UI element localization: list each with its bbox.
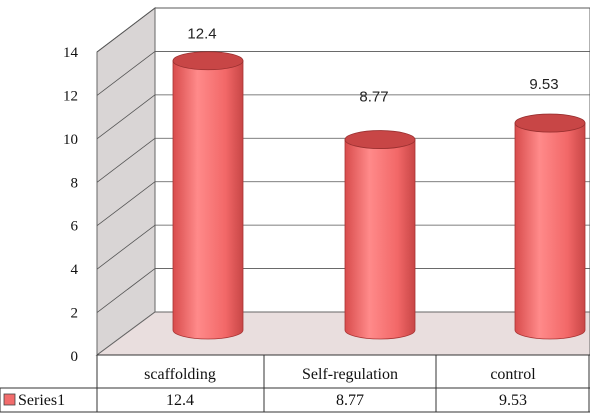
gridline-side (96, 181, 156, 227)
gridline-side (96, 7, 156, 53)
gridline-side (96, 224, 156, 270)
legend-swatch-series1 (3, 393, 16, 406)
y-tick-label: 14 (63, 45, 79, 61)
category-label-scaffolding: scaffolding (144, 366, 216, 383)
y-tick-label: 12 (63, 88, 78, 104)
legend-label-series1: Series1 (18, 392, 65, 409)
y-tick-label: 6 (71, 219, 79, 235)
table-cell-self-regulation: 8.77 (336, 392, 364, 409)
chart-side-wall (96, 6, 156, 356)
y-tick-label: 8 (71, 175, 79, 191)
y-axis-ticks: 0 2 4 6 8 10 12 14 (63, 45, 79, 365)
data-labels: 12.4 8.77 9.53 (187, 26, 558, 106)
gridline-side (96, 94, 156, 140)
category-label-control: control (490, 366, 536, 383)
bar-top (172, 51, 244, 71)
y-tick-label: 4 (71, 262, 79, 278)
table-cell-scaffolding: 12.4 (166, 392, 194, 409)
table-cell-control: 9.53 (499, 392, 527, 409)
gridline-side (96, 137, 156, 183)
data-label: 8.77 (359, 89, 388, 106)
y-tick-label: 0 (71, 349, 79, 365)
bars (172, 51, 586, 340)
bar-control (514, 113, 586, 340)
bar-scaffolding (172, 51, 244, 340)
bar-body (514, 122, 586, 340)
bar-self-regulation (344, 130, 416, 340)
y-tick-label: 2 (71, 306, 79, 322)
bar-body (344, 139, 416, 340)
bar-top (514, 113, 586, 133)
y-tick-label: 10 (63, 132, 78, 148)
data-label: 12.4 (187, 26, 216, 43)
bar-top (344, 130, 416, 149)
data-table: Series1 scaffolding Self-regulation cont… (0, 354, 590, 413)
bar-body (172, 60, 244, 340)
gridline-side (96, 51, 156, 96)
gridline-side (96, 268, 156, 313)
data-label: 9.53 (529, 76, 558, 93)
category-label-self-regulation: Self-regulation (302, 366, 398, 383)
